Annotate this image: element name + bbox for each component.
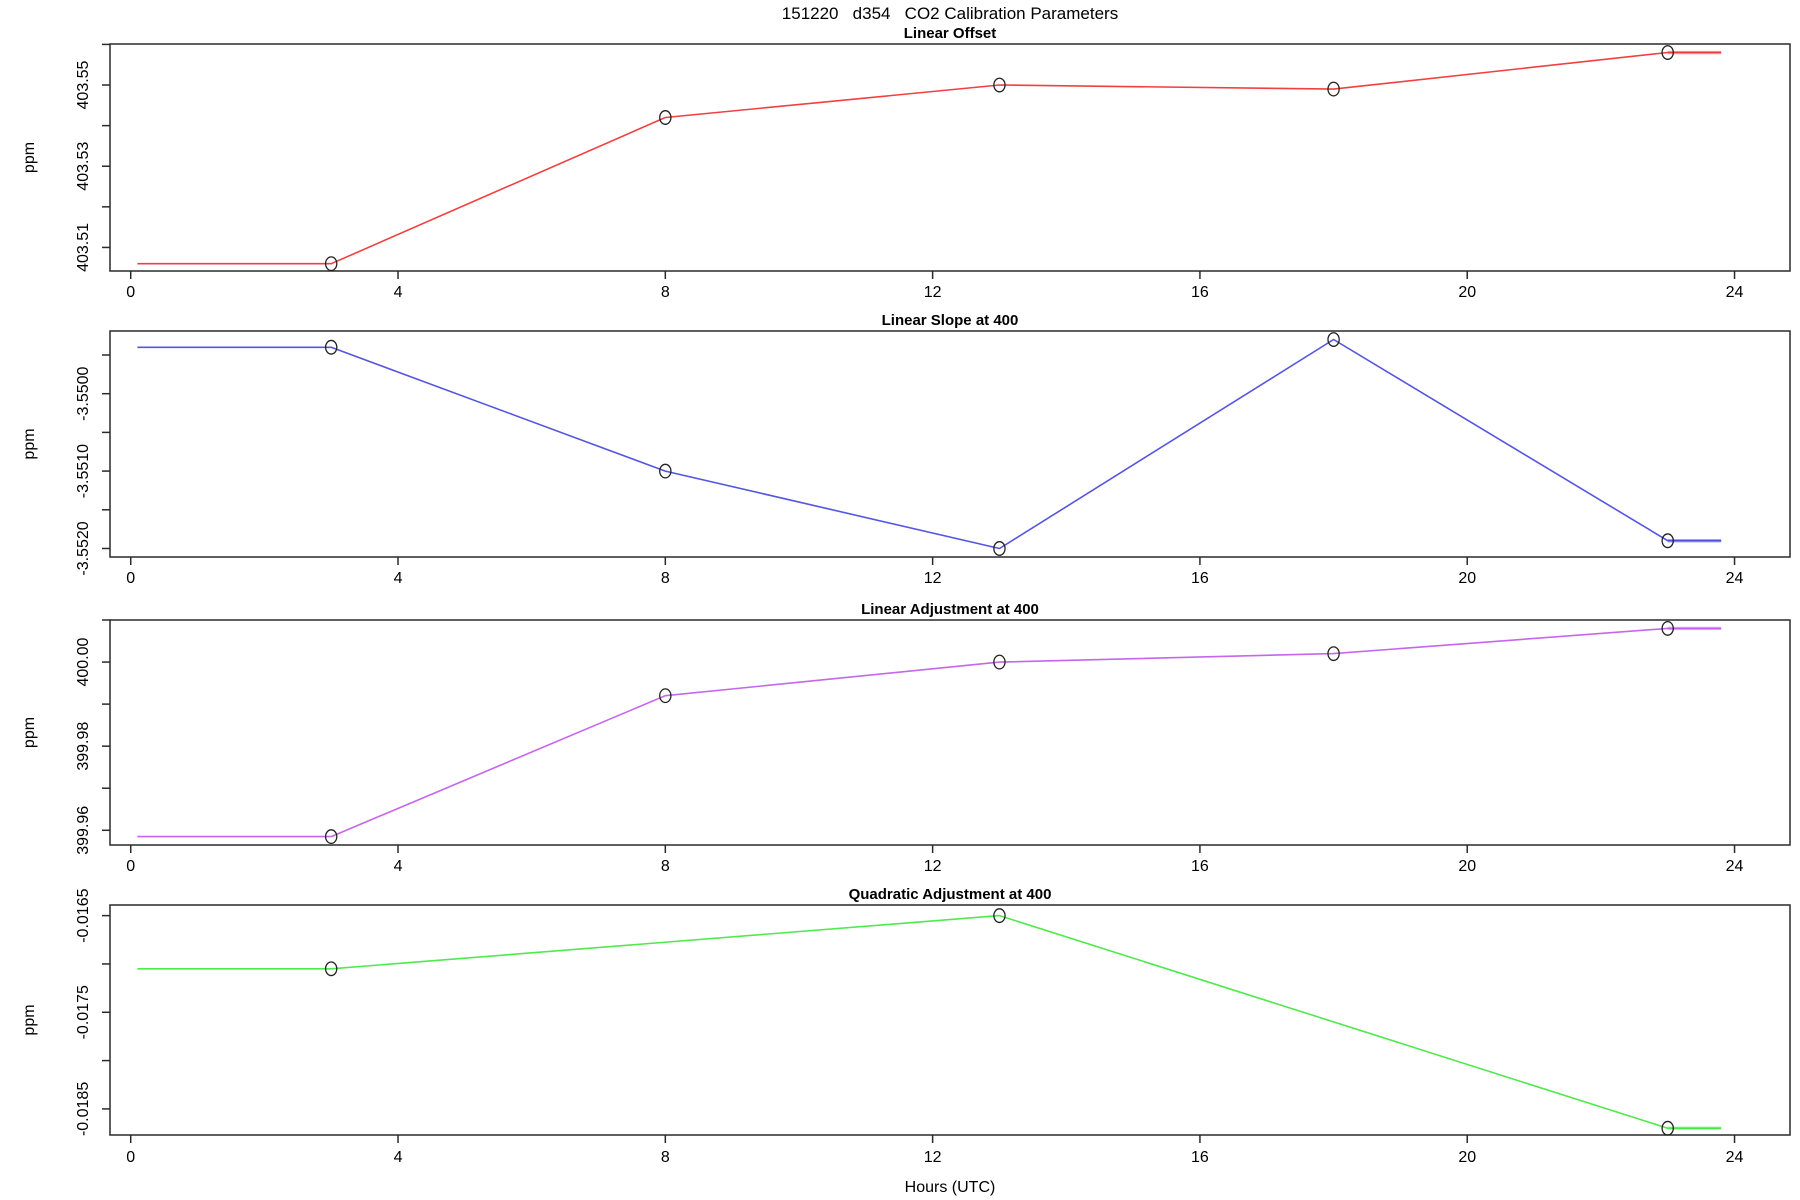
panel-border [109,43,1791,272]
y-tick-label: 403.55 [75,60,92,109]
y-tick-label: 399.98 [75,722,92,771]
data-point-marker [324,256,338,272]
data-point-marker [659,110,672,125]
data-point-marker [324,961,338,977]
data-point-marker [659,463,672,479]
x-tick-label: 24 [1726,570,1744,587]
x-tick-label: 16 [1191,858,1209,875]
x-tick-label: 4 [394,570,403,587]
panel-title: Linear Slope at 400 [882,312,1019,329]
y-tick-label: -3.5500 [75,366,92,420]
panel-title: Quadratic Adjustment at 400 [849,886,1052,903]
y-axis-label: ppm [21,142,38,173]
x-tick-label: 8 [661,858,670,875]
y-axis-label: ppm [21,428,38,459]
panel-linear-offset: Linear Offset 0 4 8 12 16 20 24 403.51 403.53 403.… [21,25,1791,301]
x-tick-label: 24 [1726,1149,1744,1166]
x-tick-label: 8 [661,284,670,301]
x-tick-label: 12 [924,570,942,587]
data-point-marker [324,829,338,845]
x-tick-label: 16 [1191,284,1209,301]
data-point-marker [993,908,1006,924]
x-tick-label: 0 [126,1149,135,1166]
data-point-marker [993,654,1006,670]
series-line [137,914,1722,1129]
y-tick-label: -3.5510 [75,444,92,498]
x-tick-label: 0 [126,858,135,875]
y-tick-label: -0.0175 [75,985,92,1039]
data-point-marker [1661,45,1674,60]
data-point-marker [993,541,1006,556]
panel-title: Linear Offset [904,25,997,42]
chart-main-title: 151220 d354 CO2 Calibration Parameters [781,4,1119,23]
x-tick-label: 12 [924,1149,942,1166]
panel-border [109,904,1791,1136]
x-tick-label: 8 [661,570,670,587]
panel-title: Linear Adjustment at 400 [861,601,1039,618]
panel-linear-adjustment-at-400: Linear Adjustment at 400 0 4 8 12 16 20 24 399.9… [21,601,1791,875]
data-point-marker [1327,332,1340,347]
x-tick-label: 24 [1726,284,1744,301]
y-tick-label: 399.96 [75,806,92,855]
x-tick-label: 12 [924,858,942,875]
y-tick-label: -3.5520 [75,521,92,575]
panel-border [109,619,1791,846]
data-point-marker [1661,533,1674,549]
y-tick-label: -0.0165 [75,888,92,942]
data-point-marker [1327,646,1340,662]
x-tick-label: 20 [1458,284,1476,301]
x-tick-label: 16 [1191,1149,1209,1166]
x-tick-label: 4 [394,858,403,875]
y-tick-label: 403.53 [75,142,92,191]
data-point-marker [1327,81,1340,97]
x-tick-label: 20 [1458,1149,1476,1166]
y-tick-label: 403.51 [75,223,92,272]
series-line [137,51,1722,265]
series-line [137,627,1722,838]
x-tick-label: 20 [1458,570,1476,587]
x-tick-label: 0 [126,570,135,587]
y-tick-label: -0.0185 [75,1082,92,1136]
series-line [137,338,1722,550]
panel-quadratic-adjustment-at-400: Quadratic Adjustment at 400 0 4 8 12 16 20 24 -0… [21,886,1791,1166]
y-tick-label: 400.00 [75,637,92,686]
x-tick-label: 24 [1726,858,1744,875]
data-point-marker [1661,1120,1674,1136]
x-tick-label: 4 [394,284,403,301]
x-tick-label: 20 [1458,858,1476,875]
x-tick-label: 12 [924,284,942,301]
data-point-marker [1661,620,1674,636]
y-axis-label: ppm [21,717,38,748]
x-tick-label: 0 [126,284,135,301]
x-tick-label: 16 [1191,570,1209,587]
panel-border [109,330,1791,558]
x-axis-label: Hours (UTC) [905,1179,996,1196]
y-axis-label: ppm [21,1004,38,1035]
data-point-marker [659,688,672,704]
panel-linear-slope-at-400: Linear Slope at 400 0 4 8 12 16 20 24 -3.5520 -3.… [21,312,1791,587]
x-tick-label: 4 [394,1149,403,1166]
data-point-marker [324,339,338,355]
data-point-marker [993,77,1006,93]
x-tick-label: 8 [661,1149,670,1166]
